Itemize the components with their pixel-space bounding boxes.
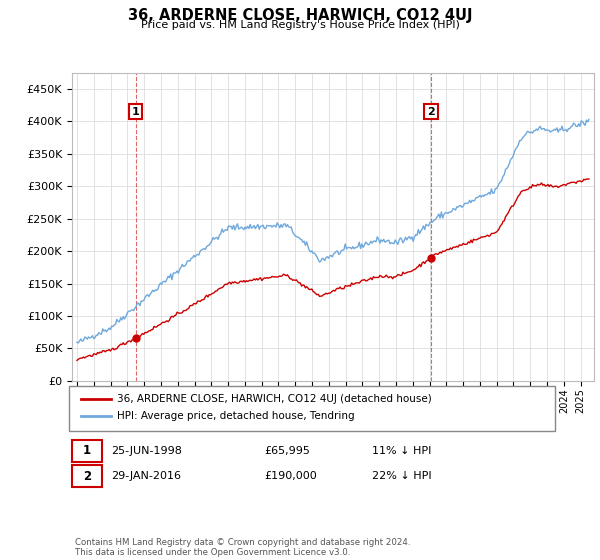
Text: Price paid vs. HM Land Registry's House Price Index (HPI): Price paid vs. HM Land Registry's House … [140,20,460,30]
Text: 1: 1 [83,444,91,458]
Text: 36, ARDERNE CLOSE, HARWICH, CO12 4UJ: 36, ARDERNE CLOSE, HARWICH, CO12 4UJ [128,8,472,24]
Text: 11% ↓ HPI: 11% ↓ HPI [372,446,431,456]
Text: 2: 2 [83,469,91,483]
Text: 1: 1 [132,107,139,116]
Text: 29-JAN-2016: 29-JAN-2016 [111,471,181,481]
Text: 36, ARDERNE CLOSE, HARWICH, CO12 4UJ (detached house): 36, ARDERNE CLOSE, HARWICH, CO12 4UJ (de… [117,394,432,404]
Text: £190,000: £190,000 [264,471,317,481]
Text: £65,995: £65,995 [264,446,310,456]
Text: 22% ↓ HPI: 22% ↓ HPI [372,471,431,481]
Text: 2: 2 [427,107,435,116]
Text: HPI: Average price, detached house, Tendring: HPI: Average price, detached house, Tend… [117,411,355,421]
Text: Contains HM Land Registry data © Crown copyright and database right 2024.
This d: Contains HM Land Registry data © Crown c… [75,538,410,557]
Text: 25-JUN-1998: 25-JUN-1998 [111,446,182,456]
